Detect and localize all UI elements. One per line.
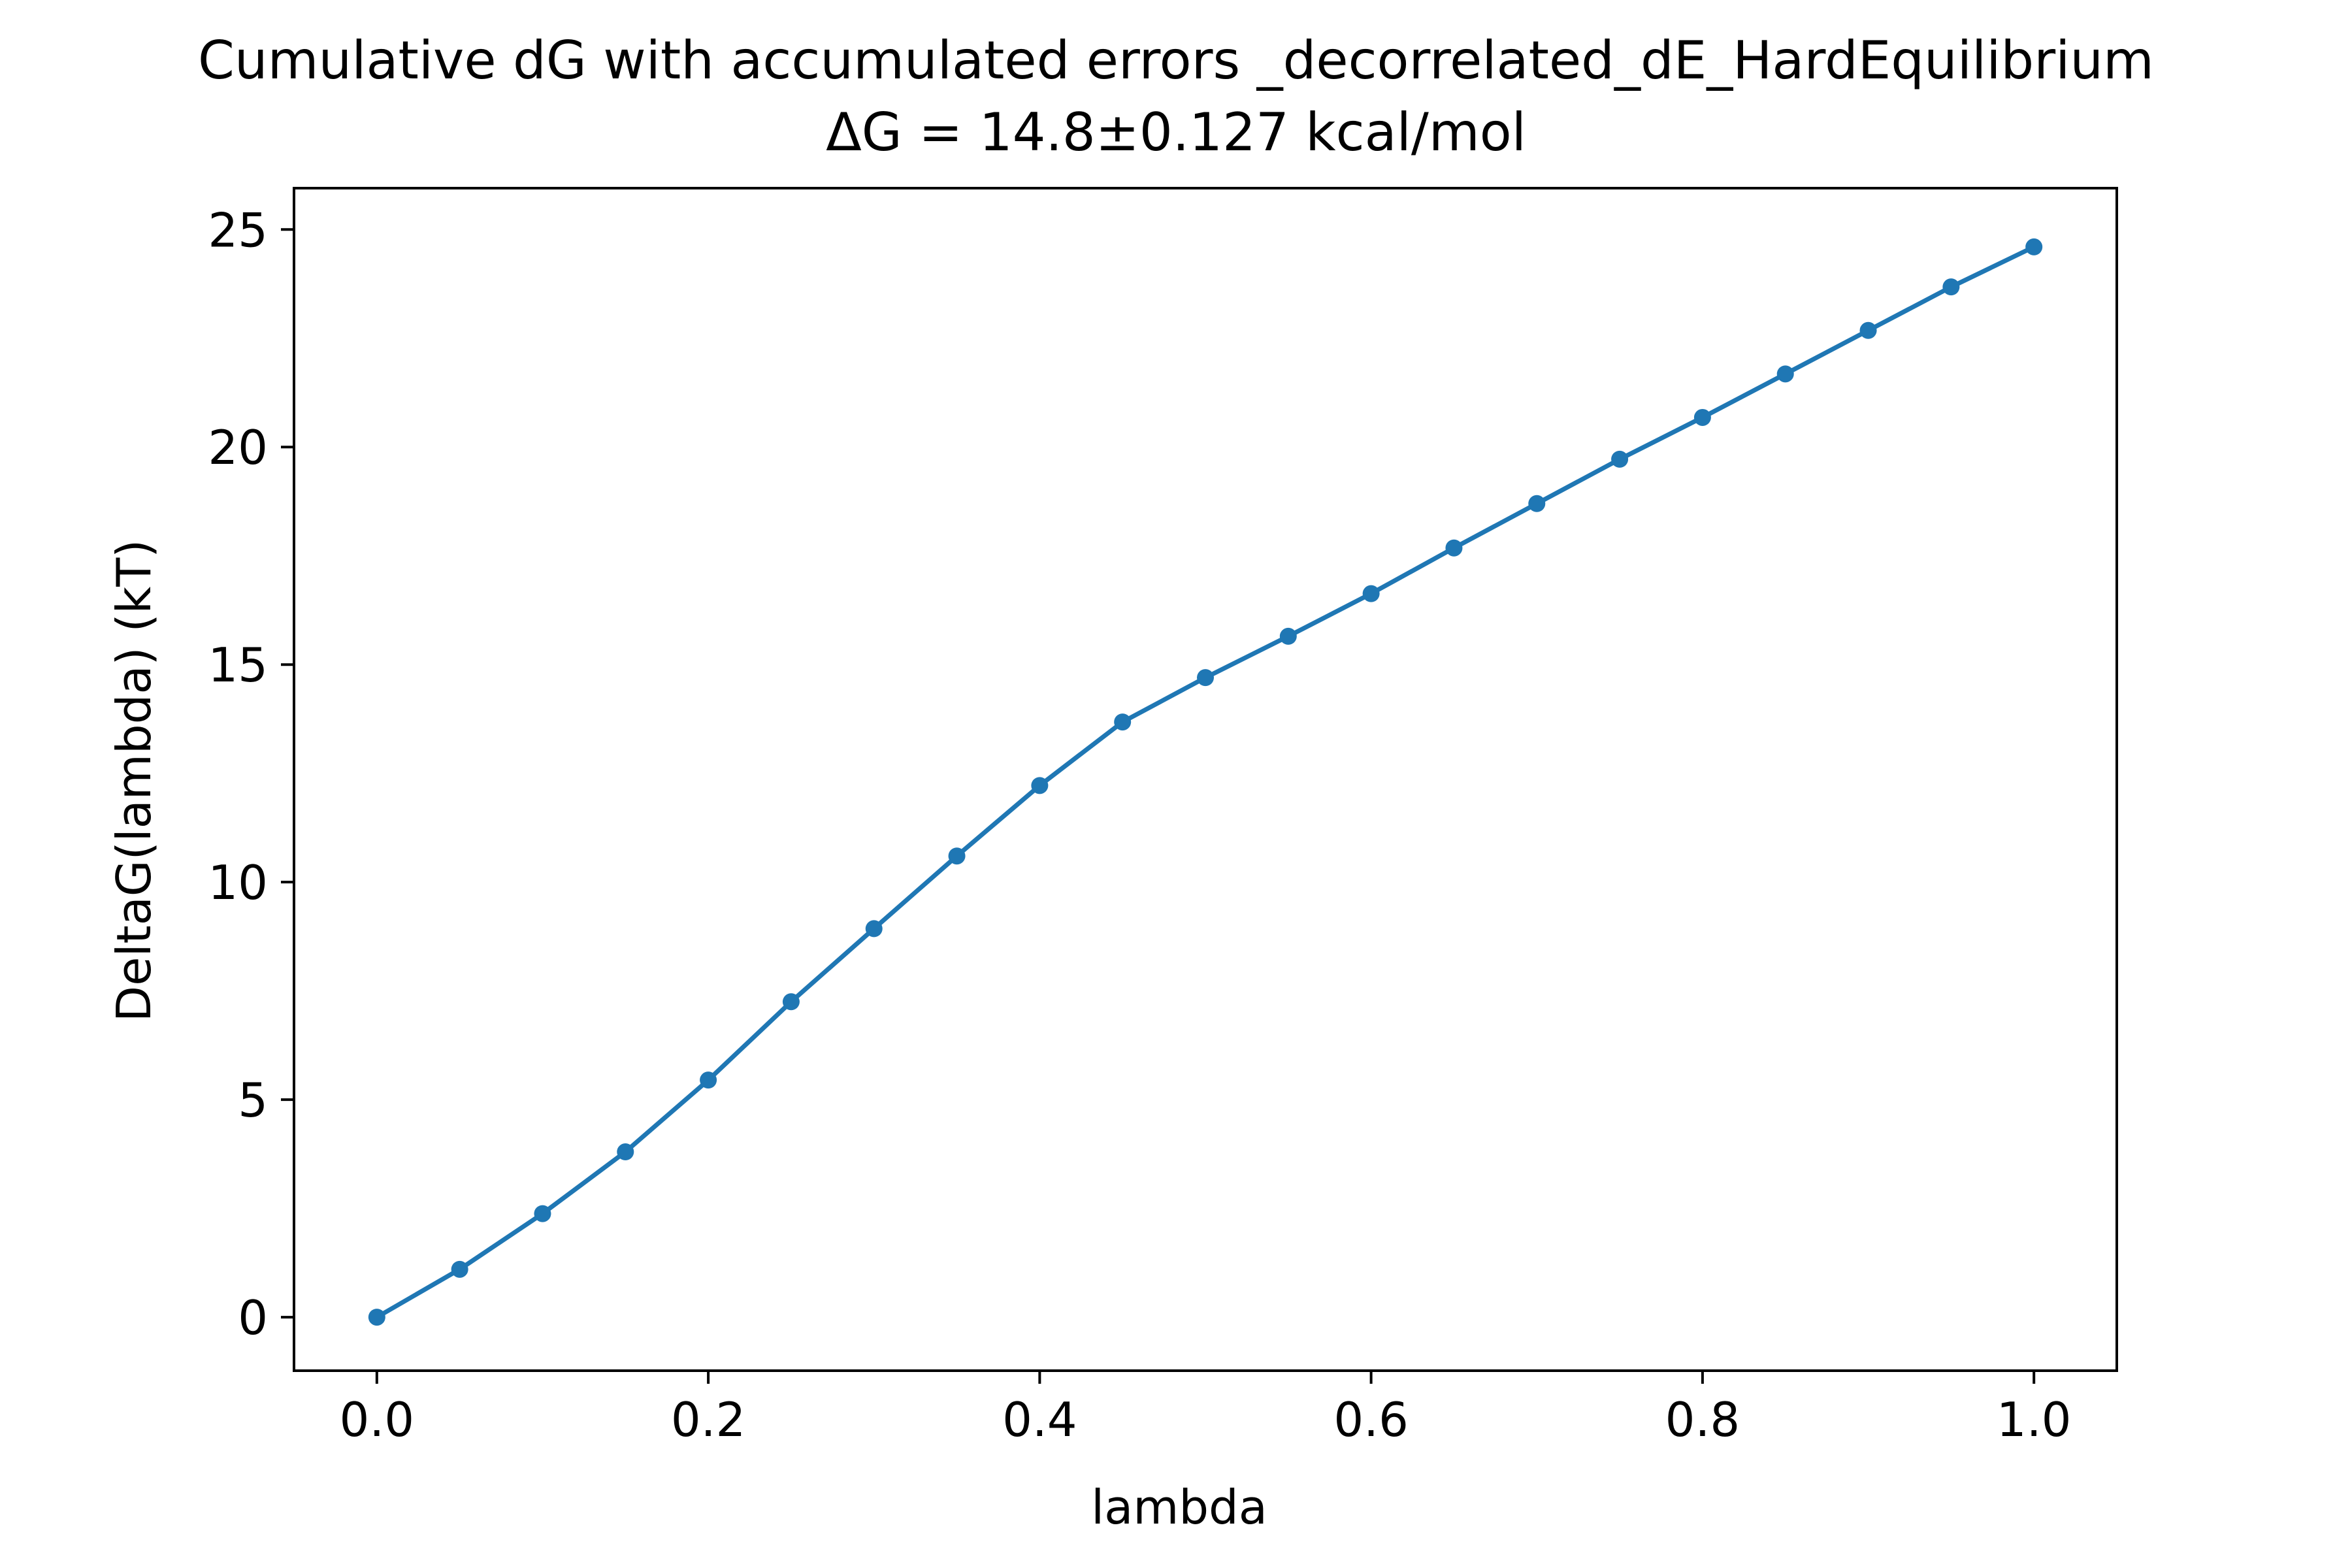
x-tick-label: 0.6: [1333, 1392, 1409, 1447]
data-point: [1362, 585, 1380, 602]
chart-subtitle: ΔG = 14.8±0.127 kcal/mol: [826, 102, 1526, 163]
data-point: [865, 920, 883, 938]
data-point: [782, 993, 800, 1011]
data-point: [1279, 627, 1297, 645]
y-tick-label: 20: [208, 420, 268, 475]
y-axis-label: DeltaG(lambda) (kT): [106, 540, 161, 1022]
data-point: [1859, 321, 1877, 339]
x-tick-label: 0.8: [1665, 1392, 1740, 1447]
x-tick-label: 0.4: [1002, 1392, 1077, 1447]
data-point: [451, 1260, 468, 1278]
series-layer: [368, 238, 2043, 1326]
y-axis-ticks: 0 5 10 15 20 25: [208, 203, 294, 1345]
data-point: [1114, 713, 1132, 731]
data-point: [1776, 365, 1794, 383]
y-tick-label: 25: [208, 203, 268, 257]
data-point: [1693, 408, 1711, 426]
y-tick-label: 5: [238, 1073, 268, 1128]
y-tick-label: 15: [208, 638, 268, 693]
data-point: [1197, 669, 1214, 687]
x-tick-label: 0.0: [340, 1392, 415, 1447]
x-tick-label: 0.2: [671, 1392, 746, 1447]
data-point: [1528, 495, 1546, 512]
data-point: [1611, 450, 1629, 468]
y-tick-label: 10: [208, 855, 268, 910]
data-point: [617, 1143, 634, 1161]
x-axis-ticks: 0.0 0.2 0.4 0.6 0.8 1.0: [340, 1371, 2072, 1447]
data-point: [948, 847, 966, 865]
plot-frame: [293, 187, 2118, 1372]
data-point: [534, 1205, 551, 1222]
y-tick-label: 0: [238, 1290, 268, 1345]
data-point: [368, 1309, 385, 1326]
data-point: [1942, 278, 1960, 296]
x-tick-label: 1.0: [1997, 1392, 2072, 1447]
data-point: [1445, 539, 1463, 557]
data-point: [1031, 777, 1049, 794]
x-axis-label: lambda: [1091, 1480, 1267, 1535]
data-point: [700, 1071, 717, 1089]
chart-title: Cumulative dG with accumulated errors _d…: [198, 30, 2154, 91]
data-point: [2025, 238, 2043, 255]
